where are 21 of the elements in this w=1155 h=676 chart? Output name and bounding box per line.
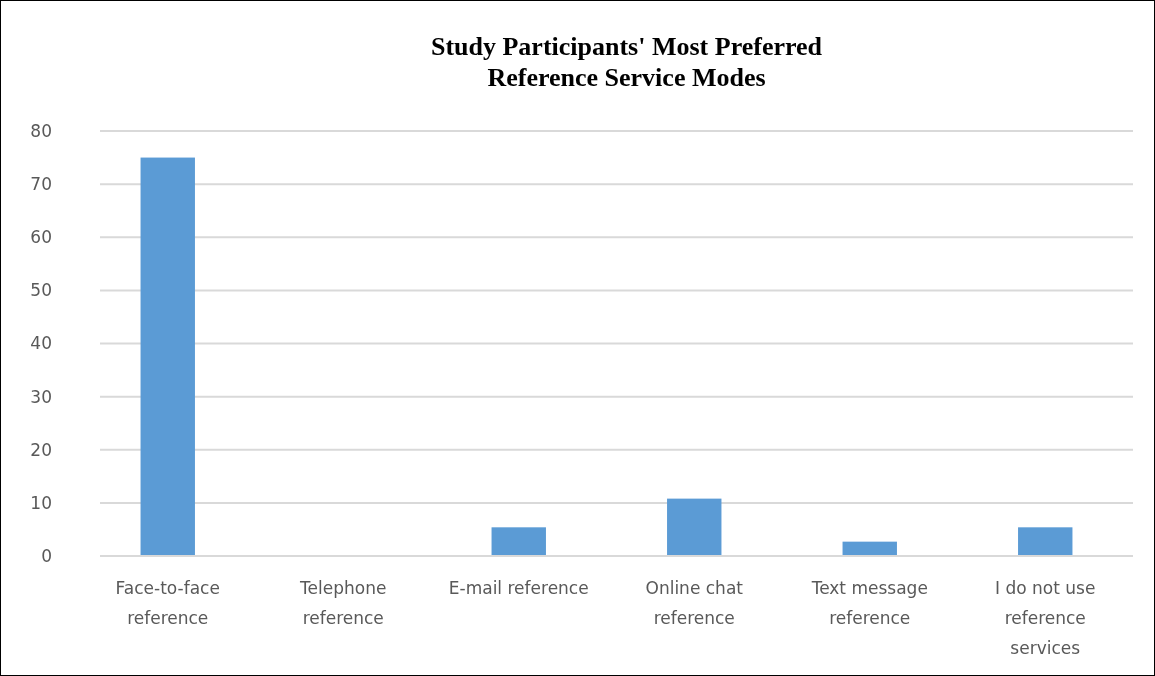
y-tick-label: 50 (30, 280, 52, 301)
bar (842, 541, 897, 556)
x-tick-label: I do not use reference services (995, 578, 1096, 658)
bar (140, 157, 195, 556)
bar (1018, 527, 1073, 556)
bar (667, 498, 722, 556)
x-tick-label: Online chat reference (645, 578, 744, 628)
x-tick-label: Telephone reference (299, 578, 387, 628)
y-tick-label: 20 (30, 439, 52, 460)
x-tick-label: E-mail reference (448, 578, 589, 598)
y-tick-label: 30 (30, 386, 52, 407)
x-tick-label: Text message reference (810, 578, 928, 628)
x-tick-label: Face-to-face reference (115, 578, 220, 628)
y-tick-label: 0 (41, 545, 52, 566)
bar (491, 527, 546, 556)
y-tick-label: 10 (30, 492, 52, 513)
y-tick-label: 40 (30, 333, 52, 354)
y-tick-label: 80 (30, 120, 52, 141)
y-tick-label: 60 (30, 227, 52, 248)
y-tick-label: 70 (30, 174, 52, 195)
chart-title: Study Participants' Most Preferred Reference Service Modes (430, 32, 823, 92)
